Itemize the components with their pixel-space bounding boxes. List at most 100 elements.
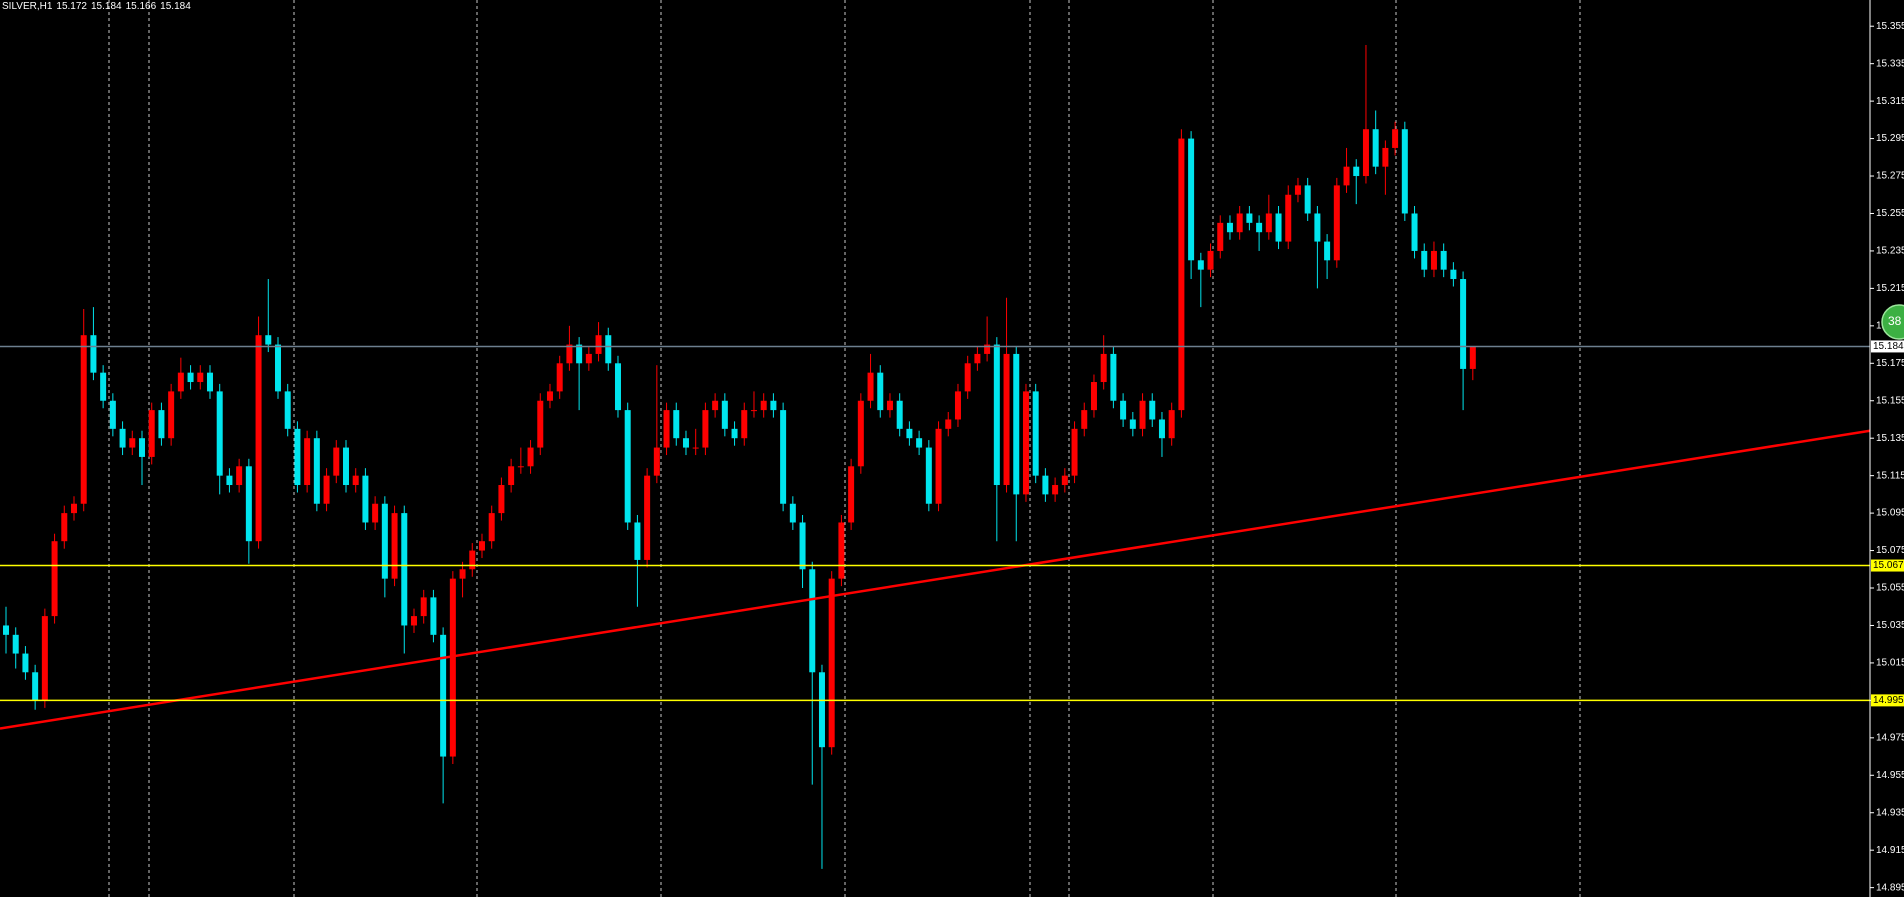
- candle-body: [1246, 213, 1253, 223]
- candle-body: [206, 372, 213, 392]
- symbol: SILVER,H1: [2, 1, 53, 12]
- candle-body: [372, 503, 379, 523]
- y-tick-label: 15.035: [1876, 620, 1904, 631]
- candle-body: [566, 344, 573, 364]
- candle-body: [614, 363, 621, 411]
- candle-body: [109, 400, 116, 429]
- candle-body: [1061, 475, 1068, 486]
- candle-body: [129, 438, 136, 448]
- candle-body: [41, 616, 48, 701]
- candle-body: [576, 344, 583, 364]
- candle-body: [1013, 353, 1020, 495]
- candle-body: [906, 428, 913, 439]
- candle-body: [1294, 185, 1301, 195]
- candle-body: [867, 372, 874, 401]
- candle-body: [22, 653, 29, 673]
- candle-body: [653, 447, 660, 476]
- chart-header: SILVER,H1 15.172 15.184 15.166 15.184: [2, 0, 195, 14]
- candle-body: [168, 391, 175, 439]
- candle-body: [1129, 419, 1136, 429]
- candle-body: [236, 466, 243, 486]
- axis-background: [1870, 0, 1904, 897]
- candle-body: [1081, 410, 1088, 429]
- level-label-box: [1871, 559, 1904, 572]
- candle-body: [1110, 353, 1117, 401]
- candle-body: [624, 410, 631, 523]
- candle-body: [100, 372, 107, 401]
- candle-body: [274, 344, 281, 392]
- candle-body: [1430, 250, 1437, 270]
- candle-body: [80, 335, 87, 504]
- candle-body: [644, 475, 651, 560]
- candle-body: [517, 466, 524, 468]
- candle-body: [789, 503, 796, 523]
- candle-body: [770, 400, 777, 411]
- candle-body: [1090, 382, 1097, 411]
- candle-body: [323, 475, 330, 504]
- candle-body: [964, 363, 971, 392]
- candle-body: [1333, 185, 1340, 261]
- candle-body: [828, 578, 835, 748]
- candle-body: [954, 391, 961, 420]
- candle-body: [993, 344, 1000, 486]
- candle-body: [605, 335, 612, 364]
- y-tick-label: 14.915: [1876, 845, 1904, 856]
- candle-body: [1343, 166, 1350, 186]
- candle-body: [1285, 194, 1292, 242]
- candle-body: [741, 410, 748, 439]
- trendline: [0, 429, 1871, 730]
- y-tick-label: 15.335: [1876, 58, 1904, 69]
- candle-body: [148, 410, 155, 457]
- candle-body: [1217, 222, 1224, 251]
- candle-body: [449, 578, 456, 757]
- candle-body: [342, 447, 349, 486]
- candle-body: [420, 597, 427, 617]
- candle-body: [1324, 241, 1331, 261]
- candle-body: [702, 410, 709, 448]
- candle-body: [401, 513, 408, 626]
- candle-body: [1236, 213, 1243, 233]
- candle-body: [61, 513, 68, 542]
- candle-body: [362, 475, 369, 523]
- candle-body: [440, 634, 447, 757]
- candle-body: [634, 522, 641, 560]
- y-tick-label: 15.275: [1876, 171, 1904, 182]
- candle-body: [352, 475, 359, 486]
- candle-body: [226, 475, 233, 486]
- candle-body: [138, 438, 145, 457]
- candle-body: [925, 447, 932, 504]
- candle-body: [1197, 260, 1204, 270]
- y-tick-label: 15.095: [1876, 508, 1904, 519]
- level-lines: [0, 345, 1871, 730]
- candle-body: [1392, 129, 1399, 148]
- y-tick-label: 15.115: [1876, 470, 1904, 481]
- candle-body: [1401, 129, 1408, 214]
- level-label: 15.184: [1873, 341, 1904, 352]
- candle-body: [469, 550, 476, 570]
- candle-body: [1139, 400, 1146, 429]
- y-tick-label: 14.975: [1876, 732, 1904, 743]
- candle-body: [1226, 222, 1233, 233]
- candle-body: [692, 447, 699, 449]
- candle-body: [294, 428, 301, 486]
- y-tick-label: 15.255: [1876, 208, 1904, 219]
- badge: [1881, 304, 1904, 340]
- candle-body: [974, 353, 981, 364]
- candle-body: [1022, 391, 1029, 495]
- y-tick-label: 14.935: [1876, 807, 1904, 818]
- candle-body: [12, 634, 19, 654]
- candle-body: [1265, 213, 1272, 233]
- candle-body: [877, 372, 884, 411]
- candle-body: [1032, 391, 1039, 476]
- candle-body: [556, 363, 563, 392]
- candle-body: [488, 513, 495, 542]
- candle-body: [430, 597, 437, 635]
- candle-body: [498, 485, 505, 514]
- candle-body: [1411, 213, 1418, 251]
- candle-body: [857, 400, 864, 467]
- candle-body: [158, 410, 165, 439]
- candle-body: [1188, 138, 1195, 261]
- candle-body: [1071, 428, 1078, 476]
- candle-body: [673, 410, 680, 439]
